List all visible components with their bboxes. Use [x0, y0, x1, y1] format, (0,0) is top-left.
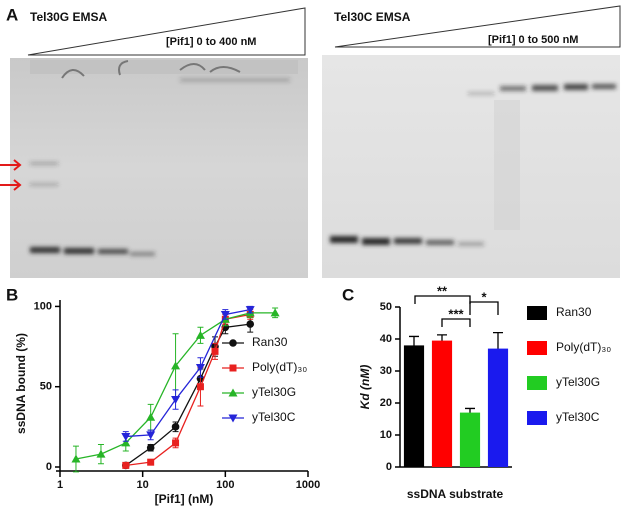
y-tick-label: 40 [380, 333, 392, 345]
point [146, 412, 156, 421]
legend-label: yTel30C [252, 410, 296, 424]
gel-range: [Pif1] 0 to 500 nM [488, 34, 578, 46]
y-tick-label: 50 [380, 301, 392, 313]
x-tick-label: 100 [216, 479, 234, 491]
bar [487, 348, 509, 467]
legend-marker [228, 414, 238, 423]
x-axis-label: [Pif1] (nM) [155, 492, 214, 506]
point [71, 454, 81, 463]
significance: ** [437, 283, 448, 298]
point [245, 306, 255, 315]
panel-label: B [6, 285, 18, 304]
y-tick-label: 30 [380, 365, 392, 377]
panel-label: C [342, 285, 354, 304]
legend-label: Ran30 [556, 305, 592, 319]
gel-left [0, 58, 308, 278]
point [147, 458, 155, 466]
legend-marker [229, 339, 237, 347]
point [172, 439, 180, 447]
panel-label: A [6, 5, 18, 24]
legend-label: yTel30G [556, 375, 600, 389]
significance-brackets [414, 295, 499, 327]
legend-swatch [527, 411, 547, 425]
y-tick-label: 0 [46, 461, 52, 473]
y-tick-label: 0 [386, 461, 392, 473]
y-tick-label: 100 [34, 300, 52, 312]
series-line [125, 313, 251, 467]
legend-label: Poly(dT)₃₀ [252, 360, 307, 374]
legend-swatch [527, 376, 547, 390]
point [195, 330, 205, 339]
point [121, 432, 131, 441]
legend-swatch [527, 306, 547, 320]
x-tick-label: 1000 [296, 479, 320, 491]
point [96, 449, 106, 458]
legend-label: Poly(dT)₃₀ [556, 340, 611, 354]
point [196, 383, 204, 391]
legend-label: yTel30C [556, 410, 600, 424]
y-axis-label: Kd (nM) [358, 365, 372, 410]
significance: *** [448, 306, 464, 321]
x-tick-label: 1 [57, 479, 63, 491]
bar [459, 412, 481, 467]
wedge [27, 7, 306, 56]
wedge [334, 5, 621, 48]
point [195, 363, 205, 372]
legend-marker [229, 364, 237, 372]
y-tick-label: 20 [380, 397, 392, 409]
gel-title: Tel30C EMSA [334, 10, 411, 24]
y-tick-label: 10 [380, 429, 392, 441]
gel-title: Tel30G EMSA [30, 10, 107, 24]
point [211, 347, 219, 355]
y-axis-label: ssDNA bound (%) [14, 333, 28, 434]
series-line [125, 308, 251, 438]
point [246, 320, 255, 328]
x-axis-label: ssDNA substrate [407, 487, 504, 501]
point [146, 443, 155, 452]
x-tick-label: 10 [137, 479, 149, 491]
point [220, 310, 230, 319]
y-tick-label: 50 [40, 381, 52, 393]
significance: * [481, 289, 487, 304]
point [121, 438, 131, 447]
point [171, 423, 180, 431]
point [122, 461, 130, 469]
bar [431, 340, 453, 467]
legend-label: Ran30 [252, 335, 288, 349]
point [171, 361, 181, 370]
point [146, 431, 156, 440]
legend-marker [228, 388, 238, 397]
legend-label: yTel30G [252, 385, 296, 399]
bar [403, 345, 425, 467]
legend-swatch [527, 341, 547, 355]
point [171, 396, 181, 405]
gel-range: [Pif1] 0 to 400 nM [166, 36, 256, 48]
point [270, 308, 280, 317]
gel-right [322, 55, 620, 278]
